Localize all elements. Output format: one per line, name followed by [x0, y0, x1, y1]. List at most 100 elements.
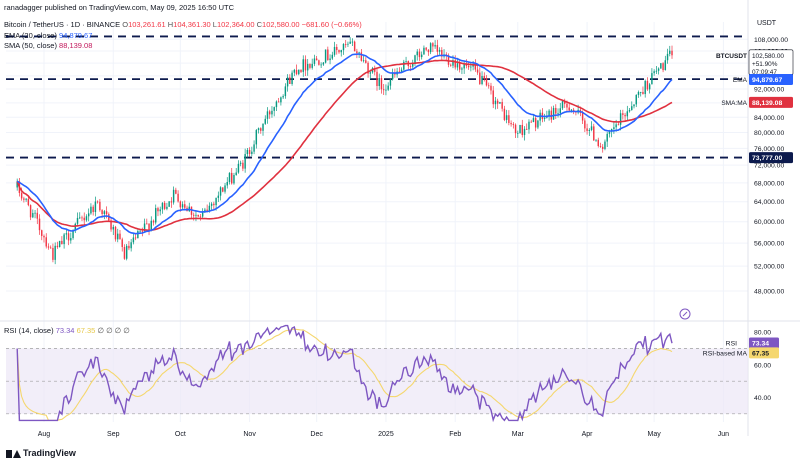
candle	[25, 198, 27, 202]
candle-body	[548, 110, 550, 116]
candle-body	[418, 51, 421, 58]
candle	[49, 245, 52, 249]
symbol-name: Bitcoin / TetherUS · 1D · BINANCE	[4, 20, 121, 29]
candle-body	[289, 77, 291, 84]
currency-text: USDT	[757, 20, 777, 27]
candle-body	[420, 54, 423, 58]
candle-body	[315, 58, 318, 61]
tradingview-logo[interactable]: TradingView	[6, 448, 76, 458]
candle-body	[476, 69, 479, 73]
candle-body	[79, 217, 81, 219]
candle	[496, 98, 499, 109]
candle-body	[488, 85, 490, 87]
time-tick-label: Oct	[175, 431, 186, 438]
candle-body	[213, 203, 215, 206]
candle	[597, 137, 599, 148]
candle	[172, 186, 175, 205]
candle	[503, 105, 506, 122]
candle	[521, 119, 523, 138]
rsi-ma-series-name: RSI-based MA	[703, 350, 748, 357]
rsi-series-name: RSI	[726, 341, 737, 348]
candle	[119, 230, 121, 240]
time-tick-label: Sep	[107, 431, 120, 438]
candle-body	[16, 181, 18, 188]
candle	[537, 119, 539, 130]
candle-body	[340, 50, 342, 53]
candle	[362, 55, 365, 63]
candle-body	[499, 102, 501, 104]
candle	[295, 64, 298, 76]
candle-body	[302, 59, 304, 72]
candle	[331, 51, 334, 60]
candle-body	[195, 214, 197, 216]
candle	[485, 75, 488, 87]
ema-legend-value: 94,879.67	[59, 31, 93, 40]
candle-body	[597, 139, 599, 147]
candle-body	[85, 216, 88, 221]
candle	[273, 106, 275, 117]
time-tick-label: Apr	[582, 431, 594, 438]
candle-body	[385, 89, 387, 91]
candle-body	[146, 223, 148, 225]
candle-body	[550, 110, 553, 120]
time-tick-label: Aug	[38, 431, 51, 438]
alert-icon	[679, 308, 691, 320]
candle-body	[434, 45, 436, 47]
candle	[286, 74, 289, 92]
candle-body	[378, 78, 380, 87]
candle	[92, 204, 94, 216]
candle	[492, 86, 494, 109]
candle-body	[208, 205, 211, 212]
candle-body	[331, 54, 334, 59]
price-tick-label: 68,000.00	[754, 180, 784, 187]
candle-body	[557, 113, 559, 114]
rsi-legend[interactable]: RSI (14, close) 73.34 67.35 ∅ ∅ ∅ ∅	[4, 326, 130, 335]
candle	[275, 100, 278, 112]
time-tick-label: Mar	[512, 431, 525, 438]
candle	[233, 172, 235, 185]
candle-body	[664, 60, 667, 71]
candle	[586, 123, 588, 135]
rsi-tick-label: 80.00	[754, 330, 771, 337]
candle-body	[501, 102, 503, 109]
sma-legend[interactable]: SMA (50, close) 88,139.08	[4, 41, 92, 50]
candle-body	[329, 58, 331, 61]
candle-body	[304, 59, 307, 71]
candle-body	[593, 126, 595, 141]
candle	[302, 55, 304, 77]
candle-body	[132, 237, 135, 243]
candle	[85, 214, 88, 222]
candle	[309, 63, 311, 70]
candle-body	[83, 217, 85, 221]
candle-body	[655, 70, 658, 72]
candle	[391, 68, 394, 81]
candle	[38, 214, 41, 235]
candle-body	[494, 100, 497, 105]
symbol-line: Bitcoin / TetherUS · 1D · BINANCE O103,2…	[4, 20, 362, 29]
candle-body	[559, 108, 561, 114]
candle-body	[244, 154, 246, 169]
candle	[181, 201, 184, 210]
price-tick-label: 56,000.00	[754, 241, 784, 248]
candle-body	[121, 239, 123, 247]
candle-body	[472, 64, 474, 67]
candle	[36, 208, 39, 225]
candle	[637, 90, 640, 98]
candle	[83, 212, 85, 226]
alert-icon-stroke	[682, 311, 688, 317]
candle-body	[572, 109, 575, 112]
candle	[389, 78, 392, 90]
candle-body	[447, 55, 450, 65]
candle	[235, 168, 237, 176]
candle-body	[604, 141, 606, 149]
candle	[260, 127, 262, 134]
last-price-badge: 102,580.00+51.90%07:09:47	[748, 49, 794, 76]
ema-legend[interactable]: EMA (20, close) 94,879.67	[4, 31, 92, 40]
candle-body	[134, 237, 137, 239]
candle	[510, 120, 512, 127]
candle	[385, 84, 387, 96]
candle	[633, 104, 635, 109]
candle-body	[333, 46, 336, 55]
candle-body	[651, 73, 653, 85]
